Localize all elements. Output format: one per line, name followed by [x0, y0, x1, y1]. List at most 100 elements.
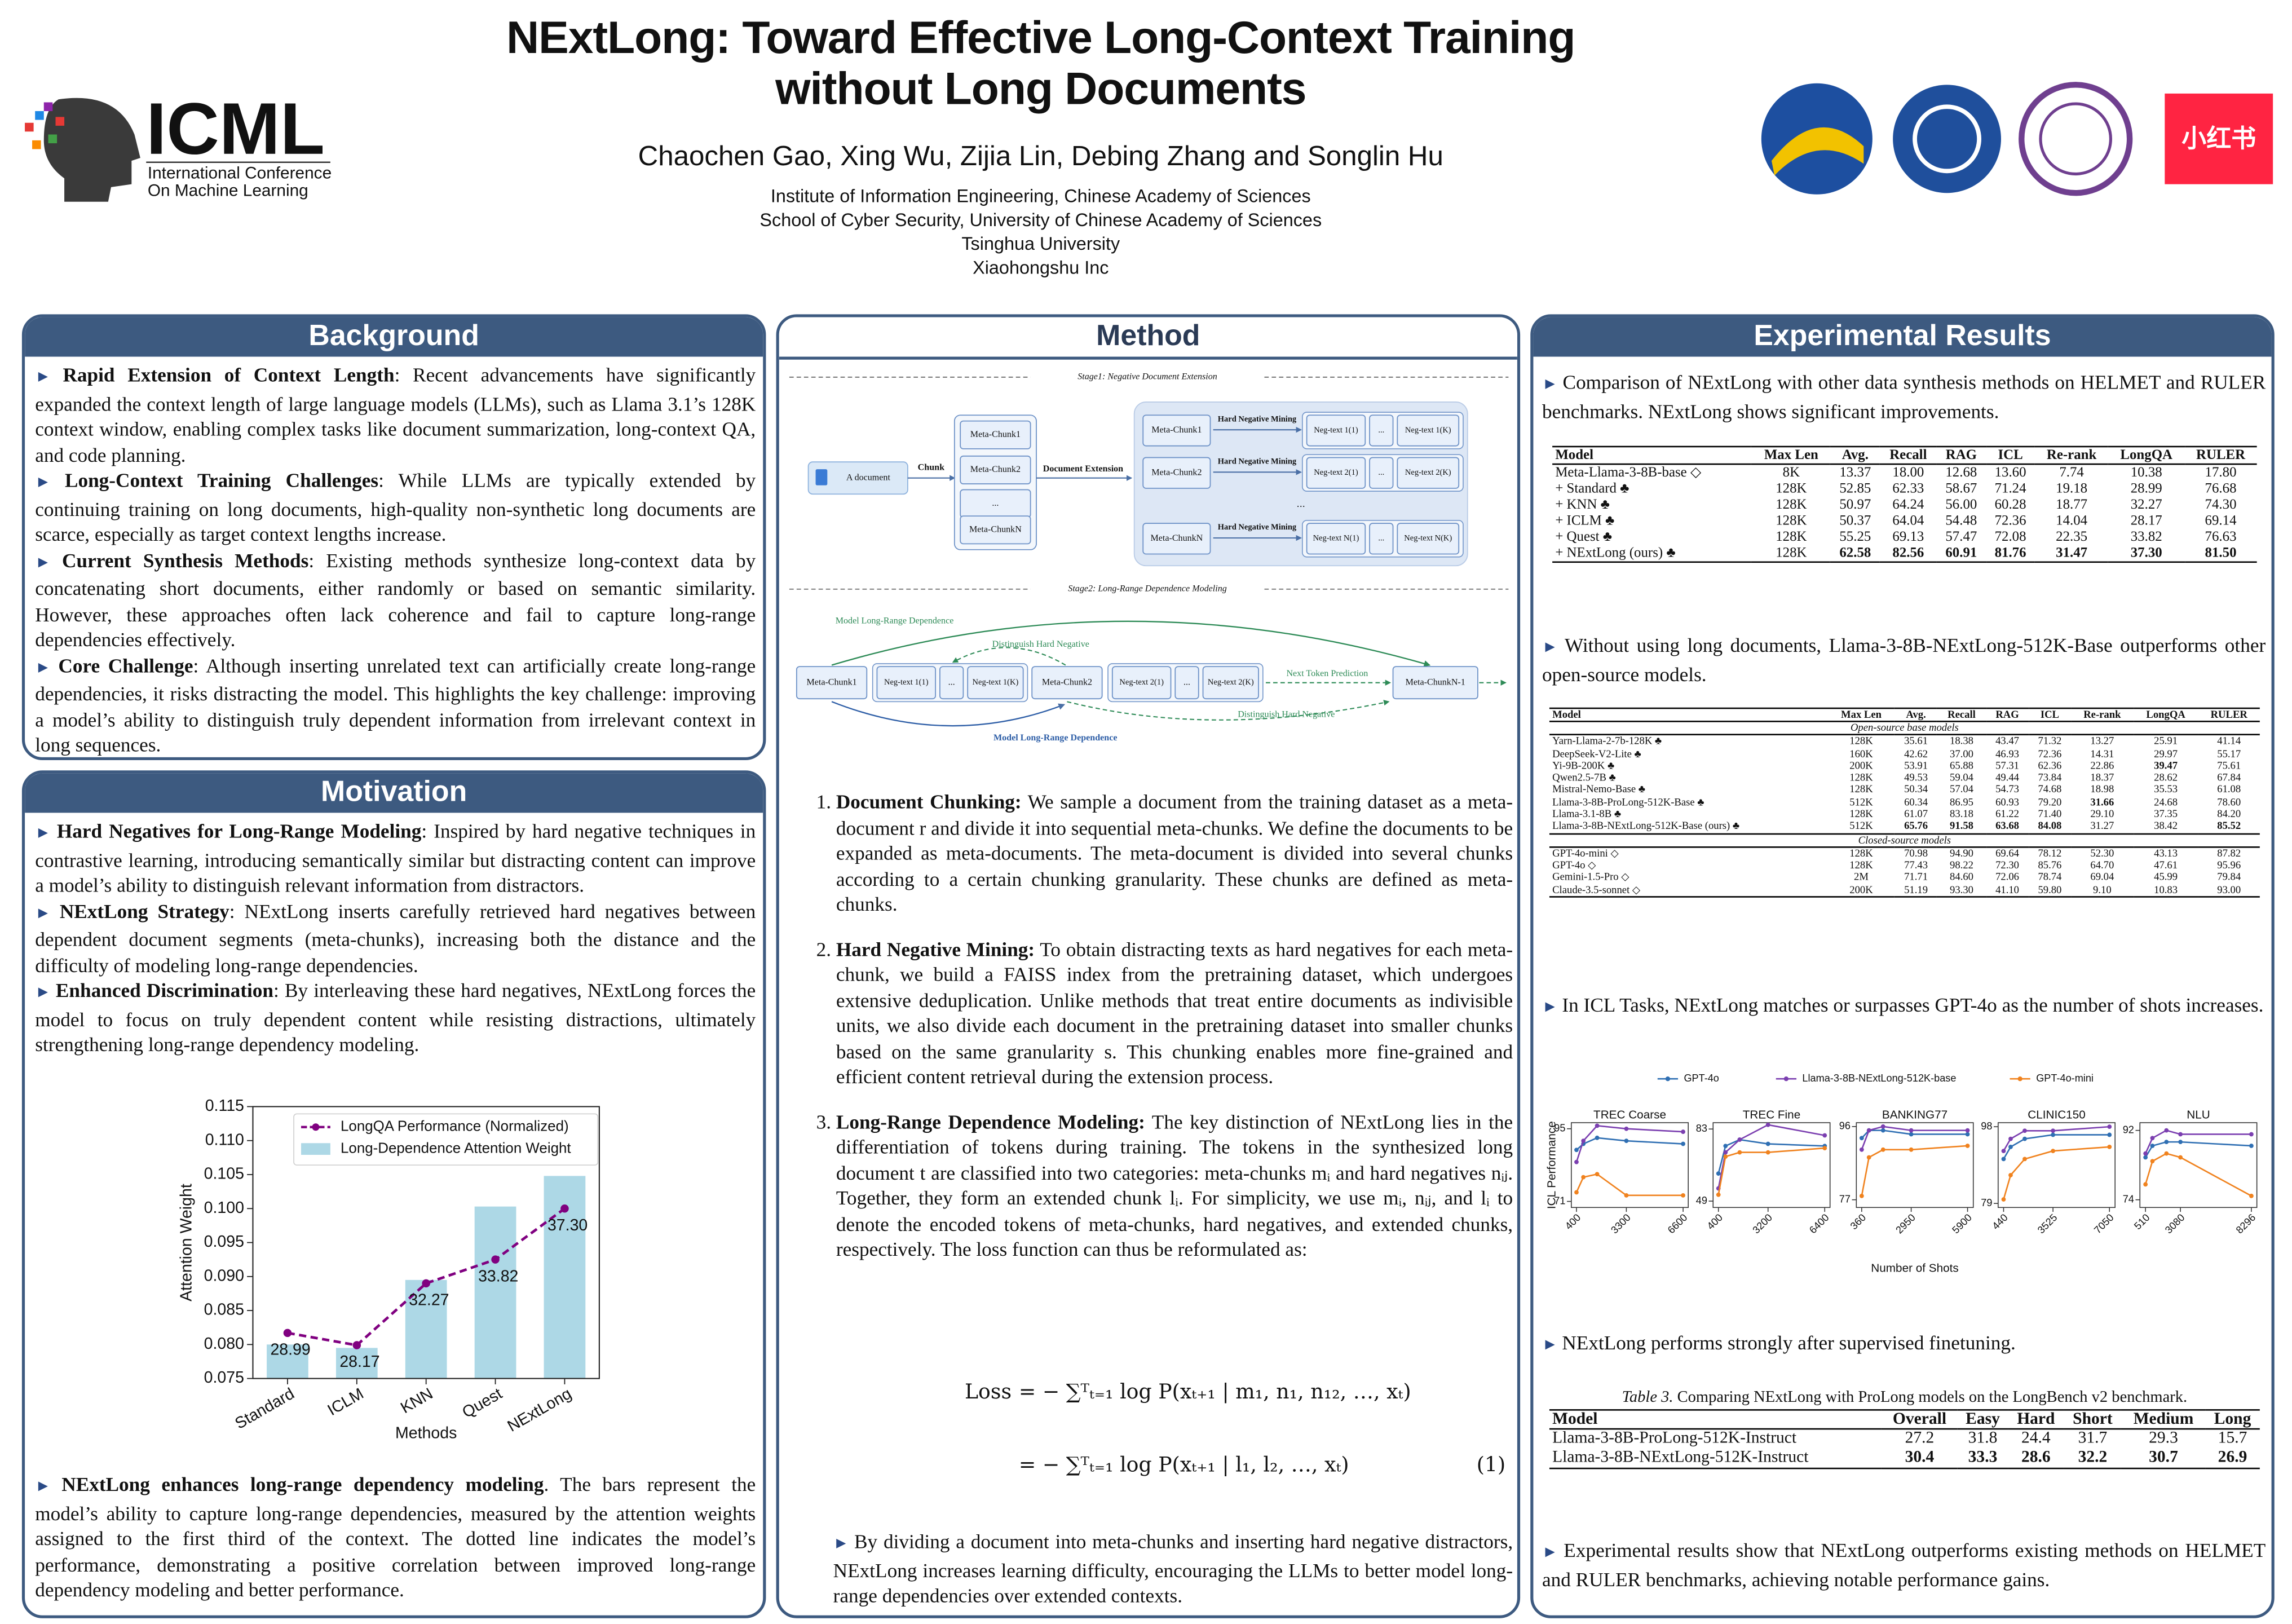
panel: Background	[21, 314, 766, 761]
column-header: Max Len	[1751, 445, 1831, 465]
cell: 128K	[1849, 848, 1873, 859]
column-header: Re-rank	[2071, 707, 2134, 722]
cell: 79.84	[2217, 872, 2241, 884]
cell: 65.88	[1950, 760, 1973, 772]
column-header: Model	[1549, 707, 1828, 722]
cell: 28.99	[2130, 480, 2162, 497]
header-row: Model Max Len Avg. Recall RAG ICL Re-rank LongQ…	[1549, 707, 2260, 722]
cell: 55.17	[2217, 748, 2241, 760]
lead: Document Chunking:	[836, 791, 1022, 813]
cell: 81.50	[2184, 545, 2257, 563]
cell: 43.47	[1995, 735, 2019, 748]
cell: 27.2	[1905, 1429, 1935, 1448]
cell: 128K	[1849, 859, 1873, 872]
row: + NExtLong (ours) ♣ 128K 62.58 82.56 60.91 81…	[1552, 545, 2257, 563]
column-header: ICL	[2028, 707, 2072, 722]
cell: 69.13	[1892, 529, 1924, 546]
cell: 2M	[1854, 872, 1869, 884]
cell: 24.4	[2021, 1429, 2051, 1448]
row: Mistral-Nemo-Base ♣ 128K 50.34 57.04 54.73 74…	[1549, 784, 2260, 796]
logo-head	[43, 98, 140, 202]
cell: 22.86	[2090, 760, 2114, 772]
text: : Existing methods synthesize long-conte…	[35, 549, 756, 651]
cell: Llama-3.1-8B ♣	[1552, 808, 1622, 820]
cell: 10.38	[2130, 465, 2162, 481]
lead: Hard Negative Mining:	[836, 938, 1035, 960]
cell: 31.47	[2035, 545, 2109, 563]
column-header: Avg.	[1830, 445, 1880, 465]
column-header: Recall	[1937, 707, 1986, 722]
text-block: NExtLong performs strongly after supervi…	[1542, 1330, 2265, 1359]
cell: 128K	[1776, 529, 1807, 546]
cell: 71.71	[1904, 872, 1928, 884]
cell: 50.97	[1839, 497, 1871, 514]
cell: 512K	[1849, 796, 1873, 808]
cell: 30.7	[2121, 1449, 2206, 1469]
row: Llama-3.1-8B ♣ 128K 61.07 83.18 61.22 71.40 29…	[1549, 809, 2260, 820]
cell: 50.37	[1839, 513, 1871, 529]
text: In ICL Tasks, NExtLong matches or surpas…	[1562, 994, 2264, 1016]
panel: Motivation	[21, 770, 766, 1618]
cell: + KNN ♣	[1555, 497, 1610, 514]
cell: 69.14	[2205, 513, 2237, 529]
row: + Standard ♣ 128K 52.85 62.33 58.67 71.24 19.1…	[1552, 481, 2257, 497]
cell: 50.34	[1904, 784, 1928, 796]
cell: 71.40	[2038, 808, 2062, 820]
cell: Llama-3-8B-NExtLong-512K-Base (ours) ♣	[1552, 820, 1740, 832]
cell: 93.00	[2198, 884, 2260, 898]
cell: 25.91	[2154, 735, 2178, 748]
cell: 75.61	[2217, 760, 2241, 772]
text: : Although inserting unrelated text can …	[35, 654, 756, 756]
text: NExtLong performs strongly after supervi…	[1562, 1331, 2016, 1354]
table-caption: Table 3. Comparing NExtLong with ProLong…	[1549, 1389, 2260, 1406]
cell: 32.2	[2064, 1449, 2122, 1469]
cell: 61.22	[1995, 808, 2019, 820]
cell: Meta-Llama-3-8B-base ◇	[1555, 465, 1702, 481]
logo-cas	[1893, 85, 2001, 193]
cell: 51.19	[1894, 884, 1937, 898]
column-header: Re-rank	[2035, 445, 2109, 465]
cell: 128K	[1776, 497, 1807, 514]
cell: 72.36	[2038, 748, 2062, 760]
cell: Yi-9B-200K ♣	[1552, 760, 1615, 772]
column-header: Recall	[1879, 445, 1937, 465]
cell: 32.27	[2130, 497, 2162, 514]
cell: 93.30	[1937, 884, 1986, 898]
text-block: Rapid Extension of Context Length: Recen…	[35, 363, 756, 758]
cell: 72.06	[1995, 872, 2019, 884]
text: We sample a document from the training d…	[836, 791, 1513, 915]
cell: 18.38	[1950, 735, 1973, 748]
cell: 18.00	[1892, 465, 1924, 481]
row: Gemini-1.5-Pro ◇ 2M 71.71 84.60 72.06 78.74 69…	[1549, 872, 2260, 884]
table: Model Max Len Avg. Recall RAG ICL Re-rank LongQ…	[1549, 707, 2260, 898]
column-header: Max Len	[1827, 707, 1895, 722]
cell: 84.08	[2038, 820, 2062, 832]
cell: 74.30	[2205, 497, 2237, 514]
logo-cas-inner	[1913, 104, 1981, 174]
cell: 84.20	[2217, 808, 2241, 820]
cell: 37.35	[2154, 808, 2178, 820]
icml-subtitle: On Machine Learning	[148, 181, 308, 200]
cell: 57.04	[1950, 784, 1973, 796]
cell: 61.07	[1904, 808, 1928, 820]
row: Yarn-Llama-2-7b-128K ♣ 128K 35.61 18.38 43.4…	[1549, 735, 2260, 748]
cell: 31.27	[2090, 820, 2114, 832]
cell: 46.93	[1995, 748, 2019, 760]
cell: 57.47	[1945, 529, 1977, 546]
step: Hard Negative Mining: To obtain distract…	[836, 936, 1513, 1089]
cell: 28.17	[2130, 513, 2162, 529]
cell: 12.68	[1945, 465, 1977, 481]
cell: 18.98	[2090, 784, 2114, 796]
column-header: Short	[2064, 1409, 2122, 1430]
cell: 35.61	[1904, 735, 1928, 748]
icml-name: ICML	[146, 89, 325, 170]
cell: 41.14	[2217, 735, 2241, 748]
lead: NExtLong Strategy	[59, 899, 229, 922]
logo-pixel	[43, 102, 53, 112]
panel-header: Method	[779, 317, 1517, 360]
caption-text: Comparing NExtLong with ProLong models o…	[1677, 1388, 2188, 1406]
cell: 13.27	[2090, 735, 2114, 748]
cell: 38.42	[2154, 820, 2178, 832]
header-row: Model Overall Easy Hard Short Medium Long	[1549, 1409, 2260, 1430]
cell: + ICLM ♣	[1555, 513, 1615, 529]
